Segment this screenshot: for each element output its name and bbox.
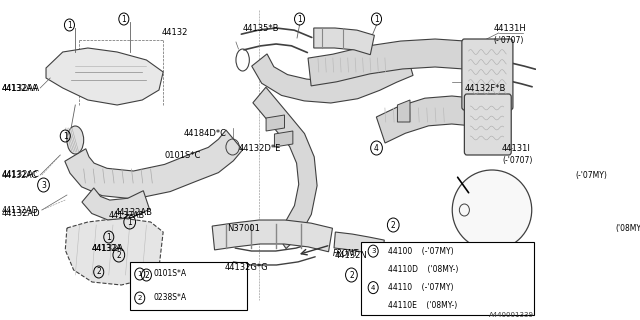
Polygon shape [212,220,332,252]
Ellipse shape [67,126,84,154]
Text: A440001339: A440001339 [489,312,534,318]
Text: 0101S*A: 0101S*A [153,269,186,278]
Text: 44132AC: 44132AC [2,171,38,180]
Text: 1: 1 [297,14,302,23]
FancyBboxPatch shape [130,262,247,310]
Polygon shape [397,100,410,122]
Text: 3: 3 [41,180,46,189]
Text: 1: 1 [127,218,132,227]
Text: (-'07MY): (-'07MY) [575,171,607,180]
Text: 1: 1 [67,20,72,29]
Text: N37001: N37001 [228,223,260,233]
Text: 1: 1 [122,14,126,23]
Polygon shape [65,218,163,285]
Polygon shape [376,96,493,143]
Text: 44132A: 44132A [92,244,124,252]
Text: 1: 1 [63,132,68,140]
Polygon shape [252,54,413,103]
Polygon shape [253,87,317,249]
Text: 4: 4 [374,143,379,153]
Polygon shape [82,188,150,220]
Text: 2: 2 [116,251,121,260]
Text: 2: 2 [144,270,149,279]
Text: 44135*B: 44135*B [243,23,279,33]
Text: 44132F*B: 44132F*B [465,84,506,92]
Text: 44132AD: 44132AD [2,209,40,218]
Text: 44132AA: 44132AA [2,84,38,92]
Text: 44132AB: 44132AB [109,211,145,220]
Text: (-'0707): (-'0707) [502,156,532,164]
Text: 44132: 44132 [161,28,188,36]
Text: 1: 1 [138,271,142,277]
Text: 44131H: 44131H [493,23,527,33]
Text: 44110D    ('08MY-): 44110D ('08MY-) [388,265,459,274]
Polygon shape [65,130,243,199]
Text: 44110E    ('08MY-): 44110E ('08MY-) [388,301,458,310]
Text: 2: 2 [349,270,354,279]
Text: 0238S*A: 0238S*A [153,293,186,302]
Text: 3: 3 [371,248,376,254]
Text: FRONT: FRONT [333,249,359,258]
Text: 4: 4 [371,284,376,291]
Text: 44132A: 44132A [92,244,123,252]
Text: 1: 1 [374,14,379,23]
Text: 2: 2 [138,295,142,301]
Text: 44184D*C: 44184D*C [184,129,227,138]
Text: 44132AA: 44132AA [2,84,40,92]
Text: 2: 2 [391,220,396,229]
FancyBboxPatch shape [462,39,513,110]
Text: (-'0707): (-'0707) [493,36,524,44]
Text: 1: 1 [106,233,111,242]
Text: 44132AC: 44132AC [2,170,40,179]
Text: 44131I: 44131I [502,143,531,153]
Polygon shape [314,28,374,55]
Text: 44132D*E: 44132D*E [239,143,281,153]
Polygon shape [266,115,285,131]
Text: ('08MY-): ('08MY-) [615,223,640,233]
Text: 44110    (-'07MY): 44110 (-'07MY) [388,283,454,292]
Text: 44132N: 44132N [335,251,367,260]
Polygon shape [46,48,163,105]
Polygon shape [308,39,486,86]
Text: 44132AB: 44132AB [115,207,152,217]
Text: 44132AD: 44132AD [2,205,38,214]
FancyBboxPatch shape [362,242,534,315]
Ellipse shape [452,170,532,250]
Text: 44132G*G: 44132G*G [224,263,268,273]
Polygon shape [275,131,293,147]
Polygon shape [334,232,384,256]
Text: 44100    (-'07MY): 44100 (-'07MY) [388,247,454,256]
Text: 0101S*C: 0101S*C [165,150,201,159]
Text: 2: 2 [97,268,101,276]
FancyBboxPatch shape [465,94,511,155]
